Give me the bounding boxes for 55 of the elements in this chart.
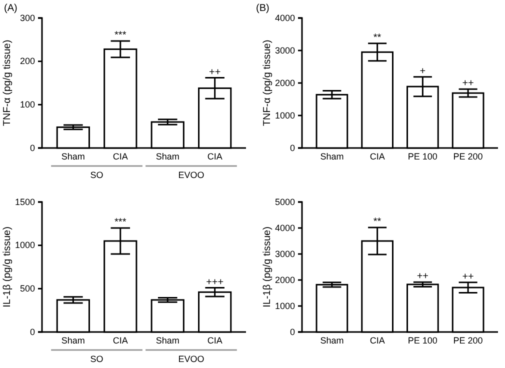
y-tick-label: 5000 bbox=[274, 196, 295, 207]
y-tick-label: 4000 bbox=[274, 12, 295, 23]
annotation: ++ bbox=[462, 78, 474, 90]
text: SO bbox=[90, 170, 104, 180]
x-tick-label: CIA bbox=[207, 151, 222, 162]
y-tick-label: 2000 bbox=[274, 78, 295, 88]
x-tick-label: PE 100 bbox=[408, 335, 438, 346]
x-tick-label: Sham bbox=[61, 151, 85, 162]
x-tick-label: PE 100 bbox=[408, 151, 438, 162]
y-tick-label: 0 bbox=[30, 142, 35, 153]
x-tick-label: PE 200 bbox=[453, 151, 483, 162]
x-tick-label: Sham bbox=[61, 335, 85, 346]
y-tick-label: 200 bbox=[20, 56, 35, 66]
y-tick-label: 3000 bbox=[274, 248, 295, 259]
y-tick-label: 3000 bbox=[274, 45, 295, 56]
y-axis-title: TNF-α (pg/g tissue) bbox=[262, 40, 273, 126]
y-tick-label: 4000 bbox=[274, 222, 295, 233]
y-tick-label: 100 bbox=[20, 100, 35, 110]
y-tick-label: 1000 bbox=[274, 110, 295, 120]
y-axis-title: IL-1β (pg/g tissue) bbox=[2, 226, 13, 308]
x-tick-label: CIA bbox=[112, 335, 128, 346]
x-tick-label: Sham bbox=[320, 335, 344, 346]
y-tick-label: 0 bbox=[290, 326, 295, 337]
x-tick-label: PE 200 bbox=[453, 335, 483, 346]
annotation: ** bbox=[373, 32, 382, 44]
annotation: ++ bbox=[416, 271, 429, 282]
chart-title: (A) bbox=[4, 3, 18, 14]
y-axis-title: TNF-α (pg/g tissue) bbox=[2, 40, 13, 126]
annotation: *** bbox=[114, 30, 126, 41]
annotation: *** bbox=[114, 217, 126, 228]
annotation: ++ bbox=[462, 271, 474, 282]
y-tick-label: 0 bbox=[30, 326, 35, 337]
y-tick-label: 2000 bbox=[274, 274, 295, 285]
annotation: ** bbox=[373, 216, 382, 228]
y-tick-label: 0 bbox=[290, 142, 295, 153]
x-tick-label: Sham bbox=[320, 151, 344, 162]
y-axis-title: IL-1β (pg/g tissue) bbox=[262, 226, 273, 308]
x-tick-label: CIA bbox=[370, 335, 385, 346]
annotation: + bbox=[420, 66, 426, 77]
y-tick-label: 1500 bbox=[14, 196, 35, 207]
x-tick-label: Sham bbox=[156, 151, 180, 162]
x-tick-label: Sham bbox=[156, 335, 180, 346]
x-tick-label: CIA bbox=[112, 151, 128, 162]
text: SO bbox=[90, 354, 104, 364]
annotation: +++ bbox=[206, 276, 224, 288]
y-tick-label: 1000 bbox=[14, 240, 35, 250]
y-tick-label: 500 bbox=[20, 284, 35, 294]
y-tick-label: 1000 bbox=[274, 300, 295, 311]
text: EVOO bbox=[178, 170, 204, 180]
text: EVOO bbox=[178, 354, 204, 364]
annotation: ++ bbox=[208, 66, 221, 78]
x-tick-label: CIA bbox=[207, 335, 222, 346]
y-tick-label: 300 bbox=[20, 12, 35, 23]
x-tick-label: CIA bbox=[370, 151, 385, 162]
chart-title: (B) bbox=[256, 3, 270, 14]
